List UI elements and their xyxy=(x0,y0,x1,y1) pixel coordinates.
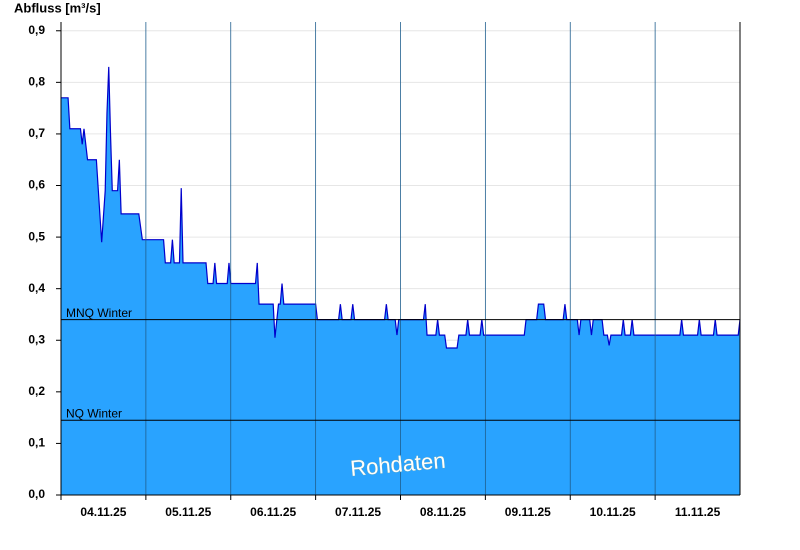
x-tick-label: 09.11.25 xyxy=(505,505,551,519)
x-tick-label: 08.11.25 xyxy=(420,505,466,519)
y-tick-label: 0,2 xyxy=(28,384,45,398)
reference-label: NQ Winter xyxy=(66,406,122,420)
y-tick-label: 0,8 xyxy=(28,75,45,89)
y-tick-label: 0,3 xyxy=(28,332,45,346)
x-tick-label: 06.11.25 xyxy=(250,505,296,519)
x-tick-label: 10.11.25 xyxy=(590,505,636,519)
x-tick-label: 04.11.25 xyxy=(80,505,126,519)
y-tick-label: 0,6 xyxy=(28,178,45,192)
y-tick-label: 0,4 xyxy=(28,281,45,295)
x-tick-label: 05.11.25 xyxy=(165,505,211,519)
x-tick-label: 07.11.25 xyxy=(335,505,381,519)
y-axis-title: Abfluss [m³/s] xyxy=(14,0,101,15)
y-tick-label: 0,5 xyxy=(28,229,45,243)
y-tick-label: 0,1 xyxy=(28,436,45,450)
y-tick-label: 0,7 xyxy=(28,126,45,140)
reference-label: MNQ Winter xyxy=(66,306,132,320)
x-tick-label: 11.11.25 xyxy=(675,505,721,519)
y-tick-label: 0,9 xyxy=(28,23,45,37)
y-tick-label: 0,0 xyxy=(28,487,45,501)
